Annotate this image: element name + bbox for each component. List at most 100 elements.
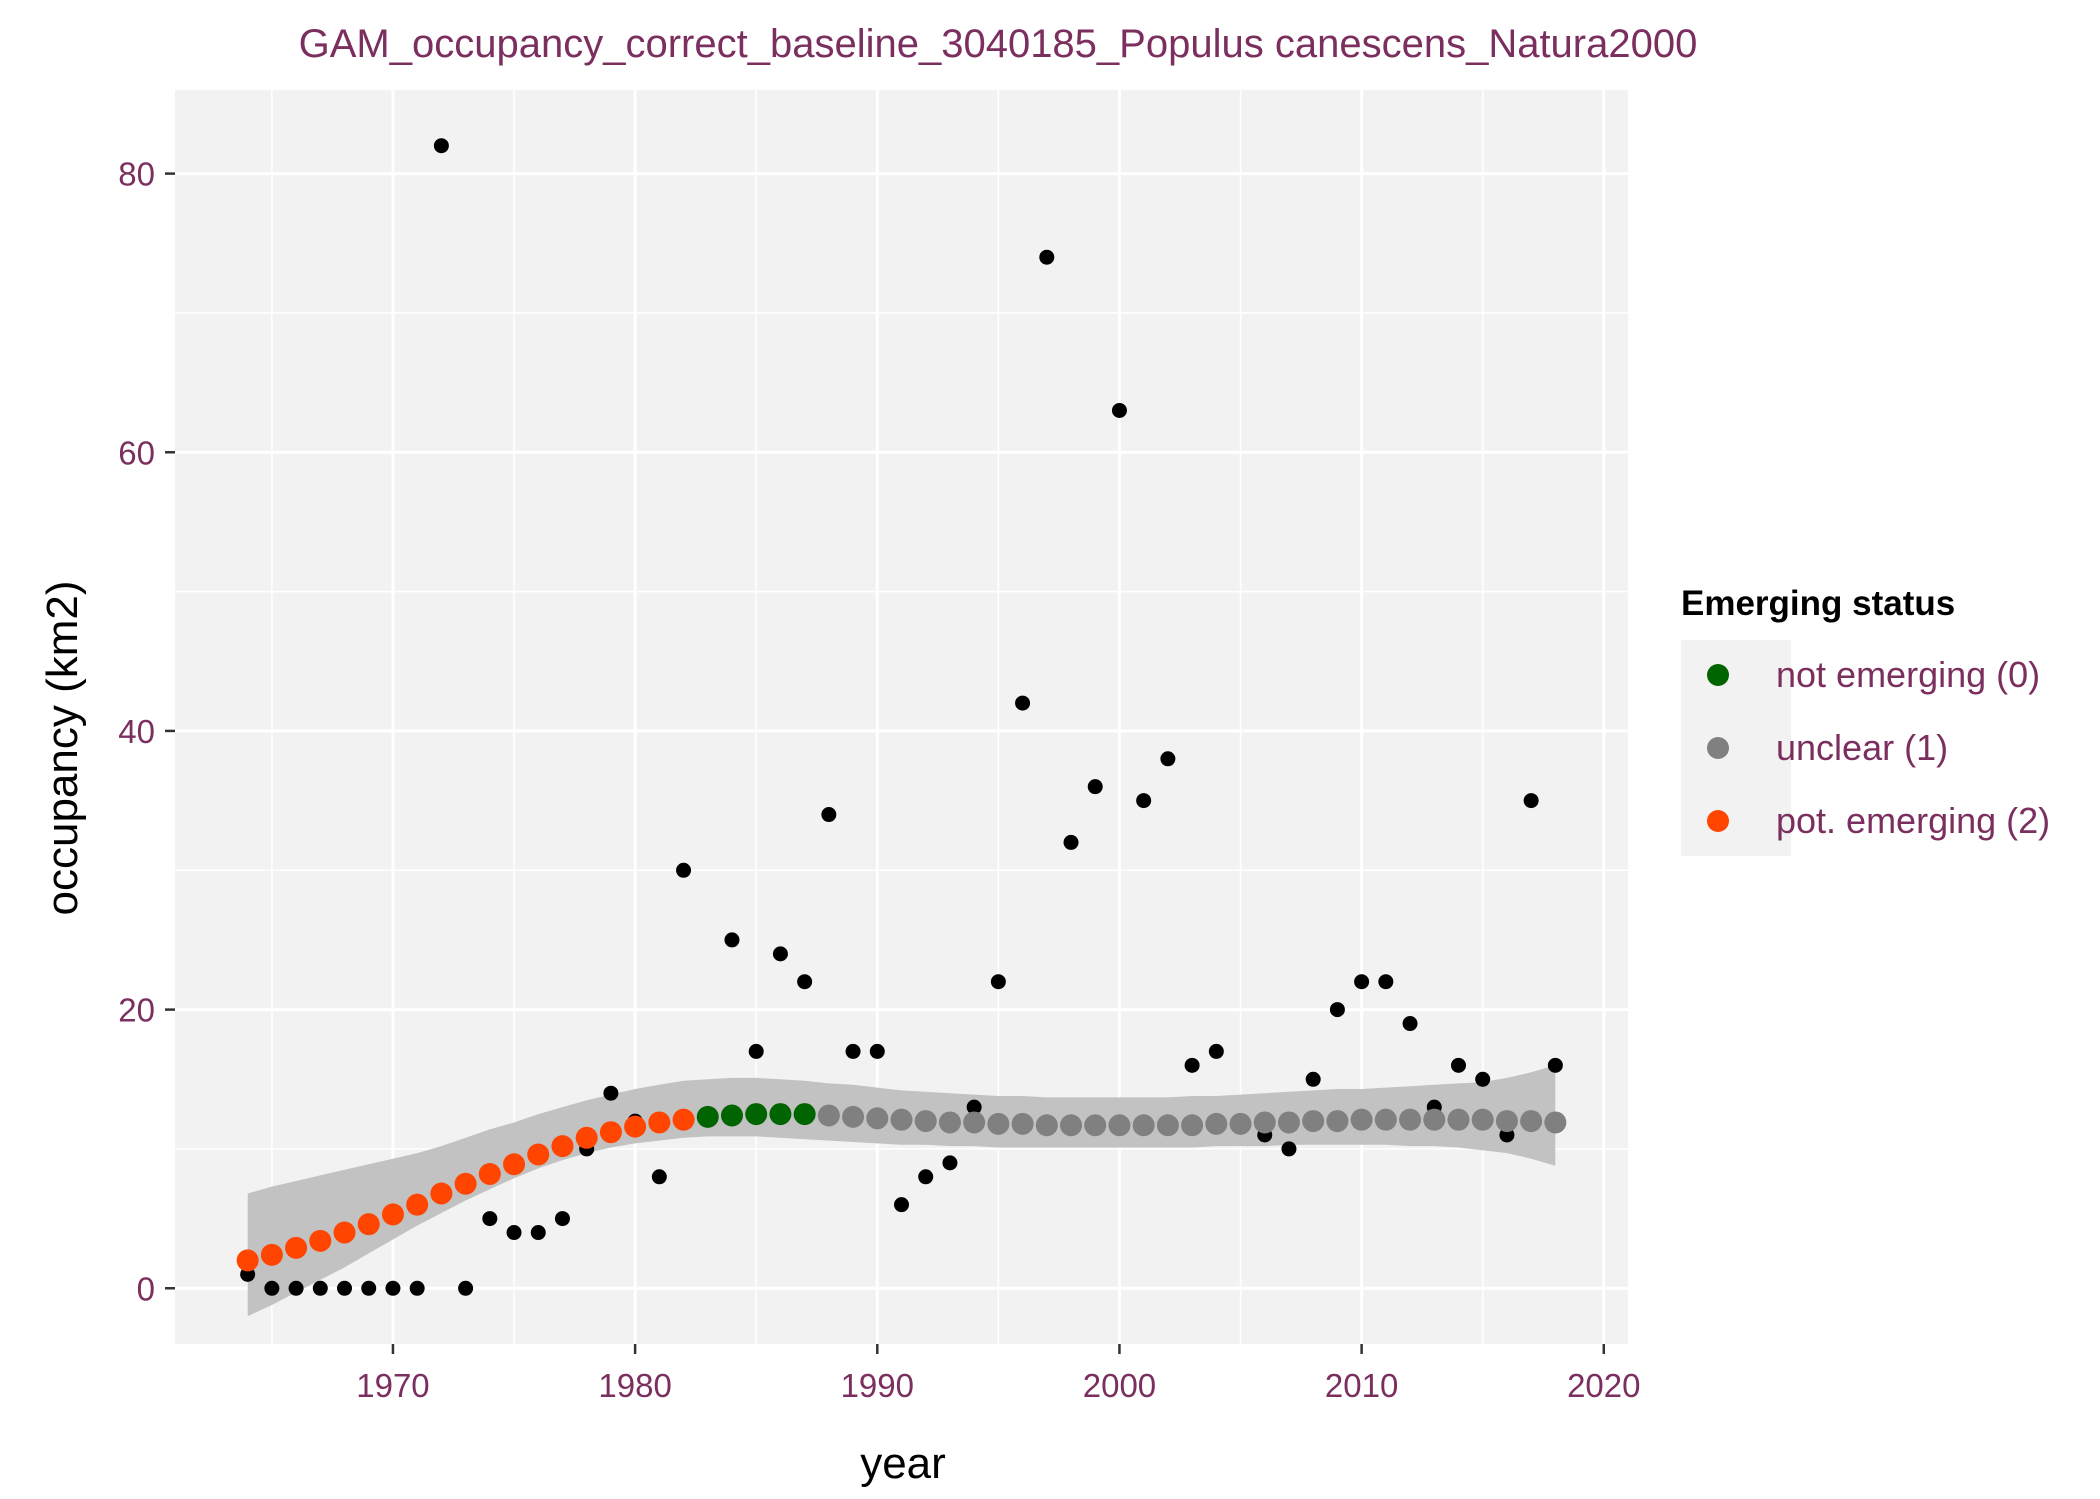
observed-point — [603, 1085, 619, 1101]
x-axis-title: year — [860, 1439, 946, 1488]
observed-point — [385, 1280, 401, 1296]
observed-point — [1329, 1002, 1345, 1018]
fitted-point — [817, 1104, 840, 1127]
chart-title: GAM_occupancy_correct_baseline_3040185_P… — [299, 22, 1698, 66]
observed-point — [797, 974, 813, 990]
fitted-point — [842, 1105, 865, 1128]
fitted-point — [1132, 1114, 1155, 1137]
x-tick-label: 2000 — [1083, 1367, 1156, 1404]
fitted-point — [1302, 1110, 1325, 1133]
fitted-point — [236, 1249, 259, 1272]
observed-point — [1208, 1043, 1224, 1059]
y-tick-label: 80 — [118, 156, 155, 193]
x-tick-label: 2010 — [1325, 1367, 1398, 1404]
x-tick-label: 1990 — [841, 1367, 914, 1404]
fitted-point — [1495, 1110, 1518, 1133]
legend: Emerging status not emerging (0) unclear … — [1681, 584, 2050, 856]
fitted-point — [890, 1108, 913, 1131]
fitted-point — [406, 1193, 429, 1216]
observed-point — [482, 1211, 498, 1227]
observed-point — [433, 138, 449, 154]
observed-point — [1087, 779, 1103, 795]
fitted-point — [963, 1111, 986, 1134]
fitted-point — [1471, 1108, 1494, 1131]
y-axis-title: occupancy (km2) — [38, 580, 87, 915]
fitted-point — [648, 1111, 671, 1134]
observed-point — [554, 1211, 570, 1227]
legend-label: unclear (1) — [1776, 727, 1948, 768]
x-tick-label: 1980 — [598, 1367, 671, 1404]
fitted-point — [1108, 1114, 1131, 1137]
observed-point — [676, 862, 692, 878]
fitted-point — [914, 1110, 937, 1133]
fitted-point — [575, 1126, 598, 1149]
observed-point — [1063, 834, 1079, 850]
observed-point — [1136, 793, 1152, 809]
observed-point — [1523, 793, 1539, 809]
observed-point — [845, 1043, 861, 1059]
fitted-point — [478, 1163, 501, 1186]
observed-point — [530, 1225, 546, 1241]
observed-point — [1378, 974, 1394, 990]
legend-key — [1707, 810, 1729, 832]
fitted-point — [527, 1143, 550, 1166]
fitted-point — [1399, 1108, 1422, 1131]
observed-point — [361, 1280, 377, 1296]
observed-point — [288, 1280, 304, 1296]
fitted-point — [1084, 1114, 1107, 1137]
observed-point — [748, 1043, 764, 1059]
fitted-point — [1326, 1110, 1349, 1133]
fitted-point — [866, 1107, 889, 1130]
fitted-point — [624, 1115, 647, 1138]
legend-key-background — [1681, 640, 1791, 856]
y-tick-label: 20 — [118, 992, 155, 1029]
observed-point — [409, 1280, 425, 1296]
axes: 1970 1980 1990 2000 2010 2020 0 20 40 60 80 — [118, 156, 1640, 1404]
fitted-point — [938, 1111, 961, 1134]
fitted-point — [1423, 1108, 1446, 1131]
legend-label: not emerging (0) — [1776, 654, 2040, 695]
fitted-point — [503, 1153, 526, 1176]
observed-point — [942, 1155, 958, 1171]
observed-point — [918, 1169, 934, 1185]
observed-point — [990, 974, 1006, 990]
fitted-point — [1011, 1112, 1034, 1135]
fitted-point — [309, 1229, 332, 1252]
observed-point — [1305, 1071, 1321, 1087]
y-tick-label: 40 — [118, 713, 155, 750]
fitted-point — [745, 1103, 768, 1126]
observed-point — [1450, 1057, 1466, 1073]
observed-points — [240, 138, 1563, 1296]
x-tick-label: 2020 — [1567, 1367, 1640, 1404]
legend-key — [1707, 737, 1729, 759]
fitted-point — [260, 1243, 283, 1266]
fitted-point — [381, 1203, 404, 1226]
observed-point — [1354, 974, 1370, 990]
observed-point — [337, 1280, 353, 1296]
fitted-point — [599, 1121, 622, 1144]
fitted-point — [987, 1112, 1010, 1135]
confidence-band — [247, 1065, 1556, 1317]
fitted-point — [793, 1103, 816, 1126]
legend-title: Emerging status — [1681, 584, 1955, 623]
observed-point — [724, 932, 740, 948]
observed-point — [312, 1280, 328, 1296]
fitted-point — [1181, 1114, 1204, 1137]
fitted-point — [1035, 1114, 1058, 1137]
observed-point — [821, 807, 837, 823]
fitted-point — [1156, 1114, 1179, 1137]
fitted-point — [430, 1182, 453, 1205]
x-tick-label: 1970 — [356, 1367, 429, 1404]
fitted-point — [1447, 1108, 1470, 1131]
fitted-point — [285, 1236, 308, 1259]
fitted-point — [1520, 1110, 1543, 1133]
fitted-point — [672, 1108, 695, 1131]
observed-point — [651, 1169, 667, 1185]
fitted-point — [1350, 1108, 1373, 1131]
observed-point — [1039, 249, 1055, 265]
observed-point — [458, 1280, 474, 1296]
observed-point — [1160, 751, 1176, 767]
fitted-point — [333, 1221, 356, 1244]
fitted-point — [1205, 1112, 1228, 1135]
